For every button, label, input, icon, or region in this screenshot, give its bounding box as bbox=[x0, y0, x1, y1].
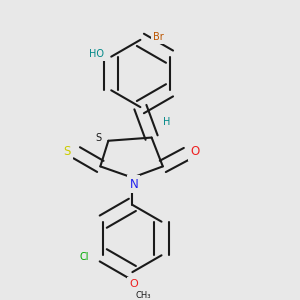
Text: S: S bbox=[64, 145, 71, 158]
Text: CH₃: CH₃ bbox=[136, 291, 151, 300]
Text: Br: Br bbox=[153, 32, 164, 42]
Text: O: O bbox=[190, 146, 200, 158]
Text: HO: HO bbox=[89, 49, 104, 59]
Text: S: S bbox=[96, 133, 102, 142]
Text: Cl: Cl bbox=[79, 252, 89, 262]
Text: O: O bbox=[130, 279, 138, 289]
Text: H: H bbox=[163, 117, 170, 127]
Text: N: N bbox=[130, 178, 138, 190]
